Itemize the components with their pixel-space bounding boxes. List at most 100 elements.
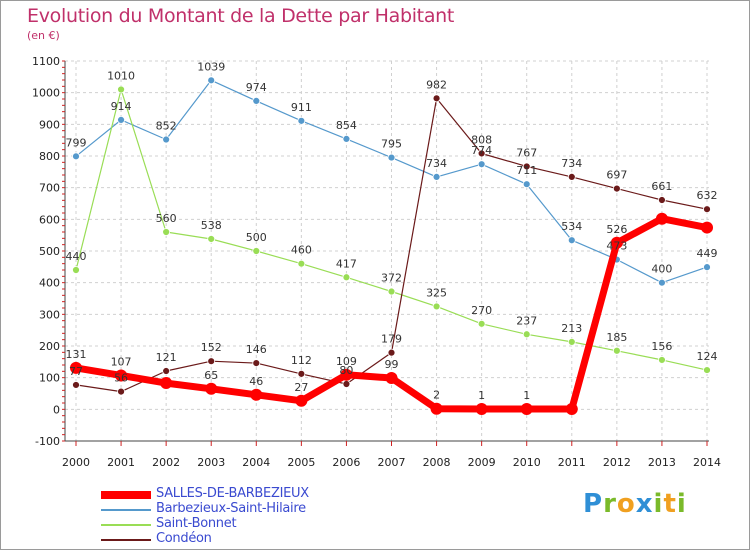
x-tick-label: 2005 xyxy=(287,456,315,469)
data-point xyxy=(432,172,441,181)
data-point xyxy=(162,228,171,236)
y-tick-label: 1100 xyxy=(32,55,60,68)
data-label: 112 xyxy=(291,354,312,367)
x-tick-label: 2010 xyxy=(513,456,541,469)
data-label: 460 xyxy=(291,244,312,257)
x-tick-label: 2006 xyxy=(332,456,360,469)
data-label: 107 xyxy=(111,355,132,368)
data-label: 131 xyxy=(66,348,87,361)
data-label: 237 xyxy=(516,314,537,327)
axis-layer: -100 0 100 200 300 400 500 600 700 800 900 1000 1100… xyxy=(32,55,721,469)
data-point xyxy=(207,235,216,243)
y-tick-label: 200 xyxy=(39,340,60,353)
data-point xyxy=(475,403,488,416)
data-point xyxy=(117,116,125,124)
data-point xyxy=(297,259,306,268)
data-point xyxy=(252,359,261,368)
data-point xyxy=(567,236,576,245)
logo-letter: o xyxy=(616,489,636,519)
data-point xyxy=(522,330,531,339)
data-label: 799 xyxy=(66,136,87,149)
data-label: 213 xyxy=(561,322,582,335)
data-point xyxy=(250,388,263,401)
data-label: 1 xyxy=(523,389,530,402)
data-label: 774 xyxy=(471,144,492,157)
legend-swatch xyxy=(101,539,151,541)
data-point xyxy=(658,196,666,204)
data-label: 854 xyxy=(336,119,357,132)
data-point xyxy=(522,162,531,171)
data-point xyxy=(703,263,711,272)
data-label: 146 xyxy=(246,343,267,356)
x-tick-label: 2003 xyxy=(197,456,225,469)
data-label: 99 xyxy=(385,358,399,371)
data-point xyxy=(295,394,308,407)
series-layer xyxy=(70,76,713,416)
data-label: 270 xyxy=(471,304,492,317)
data-label: 109 xyxy=(336,355,357,368)
data-label: 124 xyxy=(697,350,718,363)
data-label: 156 xyxy=(651,340,672,353)
data-point xyxy=(565,403,578,416)
data-point xyxy=(520,403,533,416)
data-label: 697 xyxy=(606,169,627,182)
data-point xyxy=(387,287,396,296)
data-label: 982 xyxy=(426,78,447,91)
data-label: 500 xyxy=(246,231,267,244)
data-point xyxy=(610,236,623,249)
data-label: 534 xyxy=(561,220,582,233)
data-point xyxy=(72,152,80,161)
data-point xyxy=(477,149,486,158)
data-point xyxy=(297,116,306,125)
data-label: 325 xyxy=(426,286,447,299)
data-point xyxy=(387,153,396,162)
data-point xyxy=(703,366,711,374)
data-label: 526 xyxy=(606,223,627,236)
data-point xyxy=(297,369,306,378)
data-label: 80 xyxy=(339,364,353,377)
y-tick-label: 700 xyxy=(39,182,60,195)
data-label: 77 xyxy=(69,365,83,378)
data-label: 711 xyxy=(516,164,537,177)
data-label: 795 xyxy=(381,138,402,151)
data-point xyxy=(252,247,261,255)
data-label: 734 xyxy=(426,157,447,170)
data-point xyxy=(658,278,666,287)
data-point xyxy=(567,172,576,181)
data-point xyxy=(340,368,353,381)
chart-subtitle: (en €) xyxy=(27,29,60,42)
logo-letter: P xyxy=(583,489,604,519)
legend-label: Condéon xyxy=(156,531,212,546)
data-label: 852 xyxy=(156,120,177,133)
data-point xyxy=(432,302,441,311)
data-point xyxy=(612,346,621,355)
y-tick-label: 0 xyxy=(53,403,60,416)
data-label: 808 xyxy=(471,133,492,146)
data-point xyxy=(205,382,218,395)
chart-title: Evolution du Montant de la Dette par Hab… xyxy=(27,5,455,27)
data-point xyxy=(701,221,713,234)
x-tick-label: 2001 xyxy=(107,456,135,469)
data-label: 767 xyxy=(516,146,537,159)
logo-letter: t xyxy=(663,489,677,519)
data-point xyxy=(162,135,171,144)
data-point xyxy=(655,212,668,225)
y-tick-label: 100 xyxy=(39,372,60,385)
x-tick-label: 2007 xyxy=(378,456,406,469)
data-point xyxy=(207,357,216,366)
x-tick-label: 2008 xyxy=(423,456,451,469)
data-label: 911 xyxy=(291,101,312,114)
x-tick-label: 2012 xyxy=(603,456,631,469)
legend-label: Barbezieux-Saint-Hilaire xyxy=(156,501,306,516)
x-tick-label: 2004 xyxy=(242,456,270,469)
data-label: 914 xyxy=(111,100,132,113)
proxiti-logo: Proxiti xyxy=(583,489,687,519)
data-point xyxy=(477,319,486,328)
data-point xyxy=(70,361,82,374)
data-point xyxy=(385,371,398,384)
data-point xyxy=(387,348,396,357)
data-label: 440 xyxy=(66,250,87,263)
data-label: 121 xyxy=(156,351,177,364)
